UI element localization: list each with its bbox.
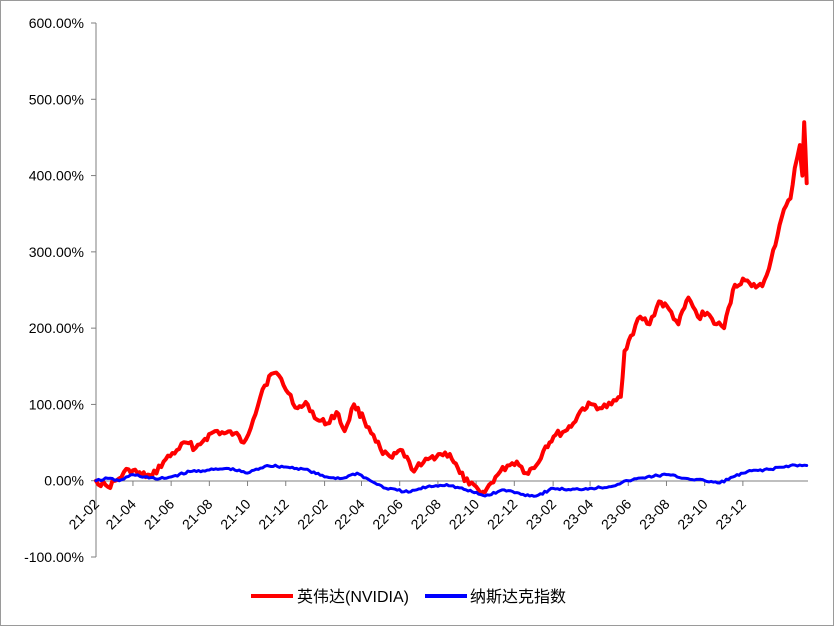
x-tick-label: 22-08 (407, 496, 444, 533)
legend: 英伟达(NVIDIA) 纳斯达克指数 (251, 588, 566, 606)
y-axis-ticks: 600.00% 500.00% 400.00% 300.00% 200.00% 100.0… (24, 15, 96, 565)
y-tick-label: 300.00% (29, 244, 84, 260)
x-tick-label: 23-04 (560, 496, 597, 533)
x-tick-label: 23-10 (674, 496, 711, 533)
x-tick-label: 22-06 (369, 496, 406, 533)
x-tick-label: 22-02 (294, 496, 331, 533)
x-tick-label: 23-12 (712, 496, 749, 533)
x-tick-label: 23-08 (636, 496, 673, 533)
x-tick-label: 23-02 (523, 496, 560, 533)
x-tick-label: 21-12 (255, 496, 292, 533)
x-tick-label: 23-06 (598, 496, 635, 533)
y-tick-label: 100.00% (29, 396, 84, 412)
x-tick-label: 21-06 (141, 496, 178, 533)
axes (95, 23, 808, 557)
y-tick-label: 0.00% (44, 473, 84, 489)
x-tick-label: 21-02 (65, 496, 102, 533)
series-line-nasdaq (94, 463, 809, 498)
x-tick-label: 22-10 (446, 496, 483, 533)
series-layer (94, 120, 809, 498)
legend-item-nvidia-label: 英伟达(NVIDIA) (297, 588, 409, 606)
y-tick-label: 600.00% (29, 15, 84, 31)
x-tick-label: 21-08 (179, 496, 216, 533)
x-tick-label: 22-04 (331, 496, 368, 533)
series-line-nvidia (94, 120, 809, 496)
y-tick-label: -100.00% (24, 549, 84, 565)
x-tick-label: 21-10 (217, 496, 254, 533)
x-tick-label: 22-12 (484, 496, 521, 533)
legend-item-nasdaq-label: 纳斯达克指数 (470, 588, 566, 606)
y-tick-label: 500.00% (29, 91, 84, 107)
x-axis-ticks: 21-02 21-04 21-06 21-08 21-10 21-12 22-02 22-04… (65, 481, 749, 532)
y-tick-label: 200.00% (29, 320, 84, 336)
y-tick-label: 400.00% (29, 168, 84, 184)
x-tick-label: 21-04 (102, 496, 139, 533)
